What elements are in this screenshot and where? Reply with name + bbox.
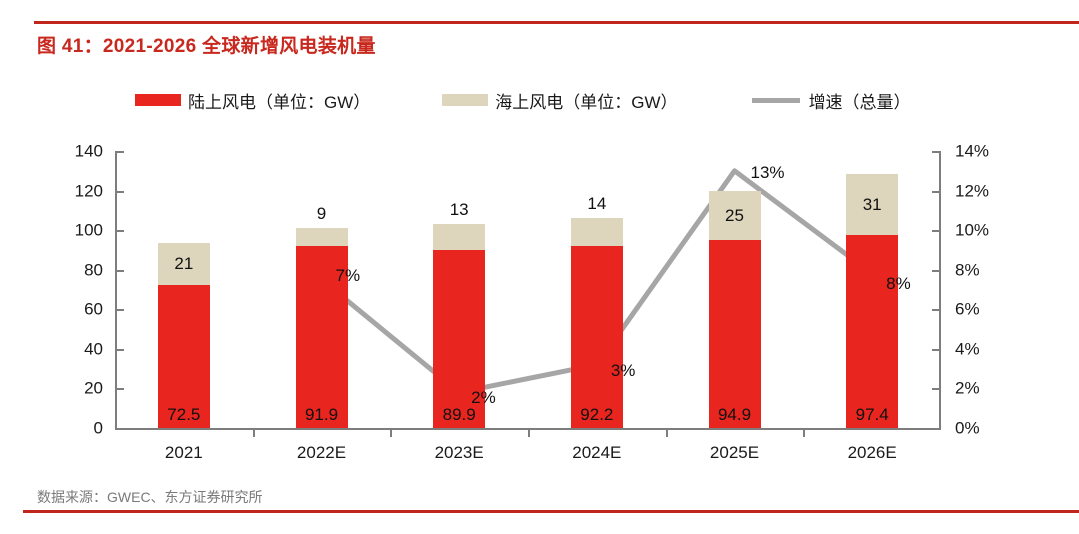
left-axis-tick — [117, 190, 124, 193]
left-axis-tick — [117, 428, 124, 430]
bar-segment-onshore[interactable] — [433, 250, 486, 428]
bar-group[interactable]: 92.2 14 — [570, 195, 623, 428]
x-axis-category-label: 2025E — [709, 443, 760, 462]
x-axis-category-label: 2026E — [847, 443, 897, 462]
growth-value-label: 8% — [886, 273, 911, 293]
right-axis-tick-label: 8% — [955, 260, 980, 280]
left-axis-tick — [117, 348, 124, 351]
bar-segment-offshore[interactable] — [570, 217, 623, 246]
legend-bar-icon-offshore — [442, 94, 489, 106]
bar-value-label-onshore: 92.2 — [580, 405, 614, 424]
x-axis-category-label: 2021 — [164, 443, 203, 462]
legend-bar-icon-onshore — [135, 94, 181, 106]
left-axis-line — [115, 151, 117, 428]
x-axis-tick — [252, 430, 255, 437]
right-axis-tick — [932, 269, 939, 272]
left-axis-tick-label: 80 — [84, 260, 103, 280]
bar-segment-offshore[interactable] — [433, 224, 486, 251]
x-axis-category-label: 2022E — [296, 443, 347, 462]
right-axis-line — [939, 151, 941, 428]
legend-item-growth[interactable]: 增速（总量） — [751, 88, 911, 113]
right-axis-tick — [932, 151, 939, 153]
x-axis-category-label: 2024E — [572, 443, 622, 462]
legend-label-onshore: 陆上风电（单位：GW） — [188, 92, 371, 112]
bar-segment-onshore[interactable] — [157, 284, 210, 428]
bar-segment-onshore[interactable] — [570, 245, 623, 428]
bar-group[interactable]: 91.9 9 — [295, 205, 348, 428]
right-axis-tick-label: 10% — [955, 220, 990, 240]
legend-line-icon-growth — [751, 97, 800, 103]
bar-value-label-onshore: 89.9 — [442, 405, 476, 424]
left-axis-tick-label: 100 — [74, 220, 103, 240]
right-axis-tick-label: 0% — [955, 418, 980, 438]
right-axis-tick — [932, 309, 939, 312]
left-axis-tick — [117, 230, 124, 233]
bar-value-label-offshore: 9 — [316, 204, 327, 224]
legend-label-offshore: 海上风电（单位：GW） — [495, 92, 678, 112]
right-axis-tick-label: 2% — [955, 378, 980, 398]
left-axis-tick-label: 40 — [84, 339, 103, 359]
left-axis-tick — [117, 388, 124, 391]
x-axis-category-label: 2023E — [434, 443, 484, 462]
bar-value-label-offshore: 14 — [587, 193, 607, 213]
right-axis-tick — [932, 428, 939, 430]
right-axis-tick — [932, 388, 939, 391]
bar-segment-onshore[interactable] — [708, 240, 761, 428]
right-axis-tick-label: 14% — [955, 141, 990, 161]
x-axis-tick — [665, 430, 668, 437]
chart-legend: 陆上风电（单位：GW） 海上风电（单位：GW） 增速（总量） — [135, 86, 965, 114]
bar-value-label-onshore: 72.5 — [167, 405, 201, 424]
bar-group[interactable]: 94.9 25 — [708, 190, 761, 428]
right-axis-tick-label: 6% — [955, 299, 980, 319]
legend-label-growth: 增速（总量） — [808, 92, 911, 112]
right-axis-tick-label: 4% — [955, 339, 980, 359]
bar-value-label-offshore: 13 — [449, 200, 469, 220]
bar-segment-offshore[interactable] — [708, 190, 761, 241]
bar-group[interactable]: 97.4 31 — [846, 173, 899, 428]
legend-item-offshore[interactable]: 海上风电（单位：GW） — [442, 88, 678, 113]
right-axis-tick — [932, 230, 939, 233]
top-rule-divider — [34, 21, 1079, 24]
bottom-axis-line — [115, 428, 941, 430]
growth-value-label: 13% — [750, 162, 785, 182]
left-axis-tick-label: 20 — [84, 378, 103, 398]
growth-value-label: 3% — [610, 360, 636, 380]
bar-value-label-offshore: 31 — [862, 194, 882, 214]
bar-group[interactable]: 89.9 13 — [433, 201, 486, 428]
left-axis-tick-label: 60 — [84, 299, 103, 319]
bar-segment-offshore[interactable] — [157, 243, 210, 285]
bar-value-label-onshore: 94.9 — [717, 405, 752, 424]
left-axis-tick — [117, 309, 124, 312]
left-axis-tick-label: 120 — [74, 181, 103, 201]
bar-segment-offshore[interactable] — [846, 173, 899, 236]
figure-title: 图 41：2021-2026 全球新增风电装机量 — [37, 36, 376, 57]
legend-item-onshore[interactable]: 陆上风电（单位：GW） — [135, 88, 370, 113]
bar-value-label-onshore: 91.9 — [304, 405, 339, 424]
growth-value-label: 2% — [471, 388, 496, 408]
right-axis-tick-label: 12% — [955, 181, 990, 201]
bar-segment-onshore[interactable] — [295, 246, 348, 428]
left-axis-tick-label: 140 — [74, 141, 103, 161]
bar-value-label-offshore: 25 — [725, 205, 744, 225]
x-axis-tick — [803, 430, 806, 437]
bar-segment-onshore[interactable] — [846, 235, 899, 428]
bar-value-label-offshore: 21 — [174, 253, 194, 273]
growth-line-series — [319, 168, 875, 395]
x-axis-tick — [390, 430, 393, 437]
left-axis-tick — [117, 269, 124, 272]
growth-value-label: 7% — [335, 265, 361, 285]
left-axis-tick — [117, 151, 124, 153]
right-axis-tick — [932, 348, 939, 351]
bottom-rule-divider — [23, 510, 1079, 513]
source-note: 数据来源：GWEC、东方证券研究所 — [37, 489, 263, 505]
bar-segment-offshore[interactable] — [295, 228, 348, 247]
right-axis-tick — [932, 190, 939, 193]
plot-area: 0 20 40 60 80 100 120 140 0% 2% 4% 6% 8% 10% 12% 14% 72.… — [75, 143, 989, 463]
x-axis-tick — [528, 430, 530, 437]
bar-value-label-onshore: 97.4 — [855, 405, 889, 424]
left-axis-tick-label: 0 — [93, 418, 103, 438]
bar-group[interactable]: 72.5 21 — [157, 243, 210, 428]
